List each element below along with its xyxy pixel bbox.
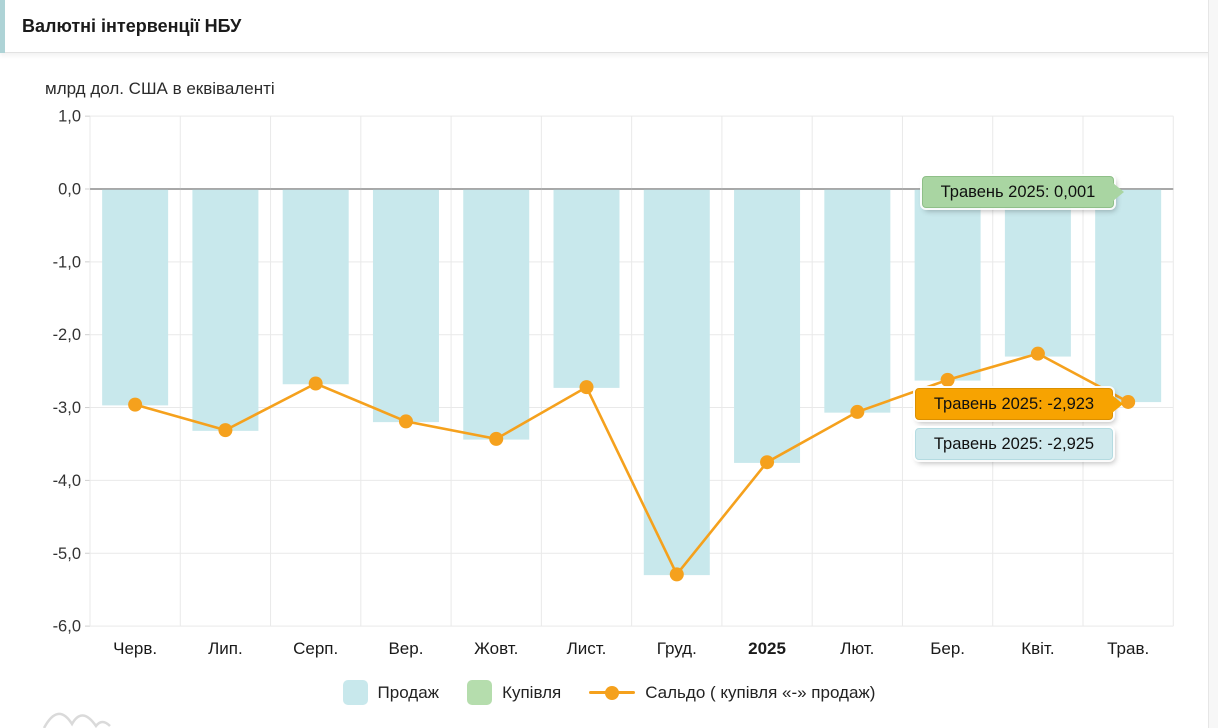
legend-label-prodazh: Продаж <box>377 682 440 702</box>
svg-text:-2,0: -2,0 <box>53 326 81 344</box>
svg-text:Жовт.: Жовт. <box>474 639 518 658</box>
svg-text:Лют.: Лют. <box>840 639 874 658</box>
saldo-point-Трав.[interactable] <box>1121 394 1136 409</box>
svg-text:Лист.: Лист. <box>567 639 607 658</box>
bar-продаж-Квіт.[interactable] <box>1004 189 1071 357</box>
saldo-point-Квіт.[interactable] <box>1030 346 1045 361</box>
kupivlia-swatch-icon <box>467 680 493 705</box>
saldo-line-icon <box>589 685 636 700</box>
page-title: Валютні інтервенції НБУ <box>22 16 242 36</box>
svg-text:-4,0: -4,0 <box>53 472 81 490</box>
legend-item-saldo[interactable]: Сальдо ( купівля «-» продаж) <box>589 683 875 703</box>
svg-text:Квіт.: Квіт. <box>1021 639 1054 658</box>
bar-продаж-Серп.[interactable] <box>282 189 349 385</box>
bar-продаж-Лют.[interactable] <box>824 189 891 413</box>
saldo-point-Бер.[interactable] <box>940 372 955 387</box>
legend-label-kupivlia: Купівля <box>502 682 562 702</box>
svg-text:-1,0: -1,0 <box>53 253 81 271</box>
bar-продаж-Бер.[interactable] <box>914 189 981 381</box>
bar-продаж-2025[interactable] <box>734 189 801 463</box>
prodazh-swatch-icon <box>342 680 368 705</box>
legend-item-kupivlia[interactable]: Купівля <box>467 680 561 705</box>
legend-item-prodazh[interactable]: Продаж <box>342 680 440 705</box>
bar-продаж-Лип.[interactable] <box>192 189 259 431</box>
saldo-point-Жовт.[interactable] <box>489 431 504 446</box>
bar-продаж-Груд.[interactable] <box>643 189 710 576</box>
scrollbar-track[interactable] <box>1208 0 1218 728</box>
chart-legend: Продаж Купівля Сальдо ( купівля «-» прод… <box>0 680 1218 705</box>
svg-text:Лип.: Лип. <box>208 639 243 658</box>
saldo-point-Груд.[interactable] <box>669 567 684 582</box>
y-axis-unit-label: млрд дол. США в еквіваленті <box>45 79 275 98</box>
bar-продаж-Черв.[interactable] <box>102 189 169 406</box>
svg-text:-3,0: -3,0 <box>53 399 81 417</box>
svg-text:1,0: 1,0 <box>58 108 81 126</box>
tooltip-saldo-may: Травень 2025: -2,923 <box>915 388 1123 420</box>
tooltip-kupivlia-may: Травень 2025: 0,001 <box>922 176 1124 208</box>
saldo-point-Серп.[interactable] <box>308 376 323 391</box>
saldo-point-Вер.[interactable] <box>398 414 413 429</box>
widget-header: Валютні інтервенції НБУ <box>0 0 1218 53</box>
watermark-wave-icon <box>42 712 111 728</box>
saldo-line-layer <box>128 346 1136 582</box>
svg-text:Черв.: Черв. <box>113 639 157 658</box>
saldo-point-Черв.[interactable] <box>128 397 143 412</box>
svg-text:Бер.: Бер. <box>930 639 965 658</box>
svg-text:-5,0: -5,0 <box>53 545 81 563</box>
saldo-point-Лют.[interactable] <box>850 404 865 419</box>
saldo-point-Лип.[interactable] <box>218 423 233 438</box>
svg-text:2025: 2025 <box>748 639 786 658</box>
legend-label-saldo: Сальдо ( купівля «-» продаж) <box>645 682 876 702</box>
bar-продаж-Трав.[interactable] <box>1095 189 1162 403</box>
header-accent-bar <box>0 0 5 53</box>
svg-text:-6,0: -6,0 <box>53 618 81 636</box>
svg-text:Трав.: Трав. <box>1107 639 1149 658</box>
bars-layer <box>102 189 1162 576</box>
bar-продаж-Жовт.[interactable] <box>463 189 530 440</box>
x-axis-labels: Черв. Лип. Серп. Вер. Жовт. Лист. Груд. 2025 Лют… <box>113 639 1149 658</box>
svg-text:0,0: 0,0 <box>58 181 81 199</box>
svg-text:Груд.: Груд. <box>657 639 697 658</box>
bar-продаж-Вер.[interactable] <box>372 189 439 423</box>
saldo-point-2025[interactable] <box>760 455 775 470</box>
tooltip-prodazh-may: Травень 2025: -2,925 <box>915 428 1113 460</box>
svg-text:Серп.: Серп. <box>293 639 338 658</box>
saldo-point-Лист.[interactable] <box>579 380 594 395</box>
svg-text:Вер.: Вер. <box>388 639 423 658</box>
bar-продаж-Лист.[interactable] <box>553 189 620 388</box>
